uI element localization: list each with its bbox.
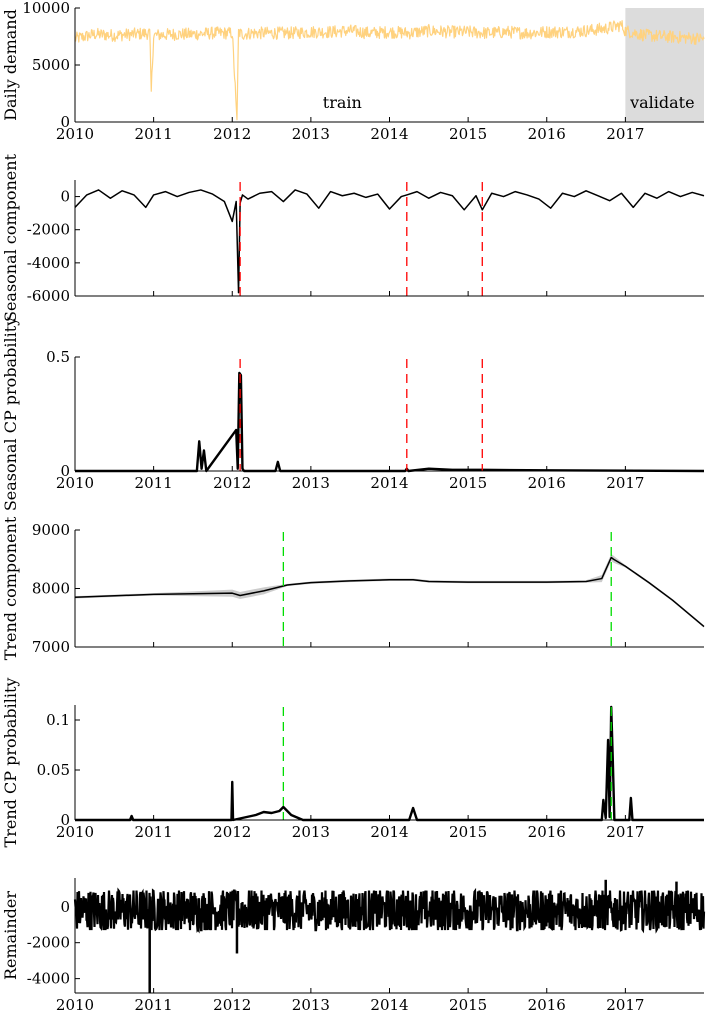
- x-tick-label: 2014: [370, 125, 408, 143]
- y-tick-label: 5000: [32, 56, 70, 74]
- annotation-train: train: [323, 93, 362, 112]
- x-tick-label: 2010: [56, 125, 94, 143]
- validate-region: [625, 8, 704, 122]
- y-tick-label: 9000: [32, 521, 70, 539]
- x-tick-label: 2012: [213, 996, 251, 1014]
- y-tick-label: 0.1: [46, 711, 70, 729]
- y-axis-title: Remainder: [1, 891, 20, 980]
- y-axis-title: Seasonal component: [1, 153, 20, 322]
- x-tick-label: 2017: [606, 125, 644, 143]
- x-tick-label: 2011: [135, 996, 173, 1014]
- x-tick-label: 2016: [528, 823, 566, 841]
- x-tick-label: 2015: [449, 474, 487, 492]
- panel-5: 0 0.05 0.1 2010 2011 2012 2013 2014 2015 2016 2017…: [1, 678, 704, 848]
- y-tick-label: 0: [60, 462, 70, 480]
- y-axis-title: Seasonal CP probability: [1, 317, 20, 511]
- series-line: [74, 189, 705, 294]
- y-axis-title: Trend CP probability: [1, 678, 20, 848]
- y-tick-label: 0: [60, 898, 70, 916]
- x-tick-label: 2016: [528, 474, 566, 492]
- panel-1: 0 5000 10000 2010 2011 2012 2013 2014 2015 2016 20…: [1, 0, 705, 143]
- x-tick-label: 2015: [449, 125, 487, 143]
- x-tick-label: 2013: [292, 996, 330, 1014]
- y-tick-label: 0: [60, 113, 70, 131]
- series-line: [74, 20, 705, 121]
- y-tick-label: 0: [60, 811, 70, 829]
- x-tick-label: 2012: [213, 474, 251, 492]
- panel-6: -4000 -2000 0 2010 2011 2012 2013 2014 2015 2016 2…: [1, 878, 706, 1014]
- x-tick-label: 2014: [370, 823, 408, 841]
- x-tick-label: 2015: [449, 823, 487, 841]
- x-tick-label: 2012: [213, 125, 251, 143]
- y-tick-label: 7000: [32, 638, 70, 656]
- series-line: [75, 705, 704, 822]
- x-tick-label: 2010: [56, 823, 94, 841]
- x-tick-label: 2017: [606, 996, 644, 1014]
- y-tick-label: 0: [60, 188, 70, 206]
- y-tick-label: -4000: [27, 254, 70, 272]
- x-tick-label: 2016: [528, 125, 566, 143]
- y-tick-label: 10000: [22, 0, 70, 17]
- x-tick-label: 2013: [292, 474, 330, 492]
- y-tick-label: 0.5: [46, 348, 70, 366]
- y-axis-title: Trend component: [1, 516, 20, 660]
- y-tick-label: -4000: [27, 970, 70, 988]
- x-tick-label: 2017: [606, 474, 644, 492]
- series-line: [75, 371, 705, 473]
- x-tick-label: 2013: [292, 125, 330, 143]
- x-tick-label: 2011: [135, 474, 173, 492]
- uncertainty-band: [75, 553, 704, 628]
- y-axis-title: Daily demand: [1, 9, 20, 121]
- series-line: [74, 556, 705, 628]
- x-tick-label: 2011: [135, 125, 173, 143]
- x-tick-label: 2014: [370, 996, 408, 1014]
- y-tick-label: -2000: [27, 221, 70, 239]
- y-tick-label: -6000: [27, 287, 70, 305]
- y-tick-label: 0.05: [37, 761, 70, 779]
- x-tick-label: 2014: [370, 474, 408, 492]
- x-tick-label: 2010: [56, 474, 94, 492]
- x-tick-label: 2012: [213, 823, 251, 841]
- panel-3: 0 0.5 2010 2011 2012 2013 2014 2015 2016 2017 Seas…: [1, 317, 705, 511]
- remainder-noise: [73, 887, 706, 934]
- panel-4: 7000 8000 9000 Trend component: [1, 516, 705, 660]
- x-tick-label: 2016: [528, 996, 566, 1014]
- x-tick-label: 2011: [135, 823, 173, 841]
- x-tick-label: 2015: [449, 996, 487, 1014]
- panel-2: -6000 -4000 -2000 0 Seasonal component: [1, 153, 705, 322]
- annotation-validate: validate: [629, 93, 695, 112]
- x-tick-label: 2017: [606, 823, 644, 841]
- y-tick-label: 8000: [32, 580, 70, 598]
- y-tick-label: -2000: [27, 934, 70, 952]
- x-tick-label: 2013: [292, 823, 330, 841]
- x-tick-label: 2010: [56, 996, 94, 1014]
